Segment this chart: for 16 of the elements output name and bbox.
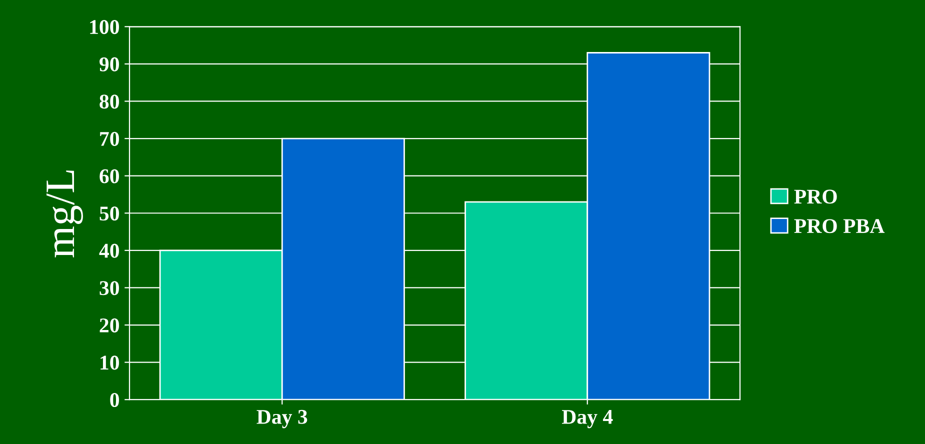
y-tick-label: 10: [100, 356, 119, 370]
legend-label: PRO PBA: [794, 219, 885, 234]
y-tick-label: 70: [100, 132, 119, 146]
legend-label: PRO: [794, 190, 837, 204]
y-tick-label: 50: [100, 206, 119, 221]
y-axis-title: mg/L: [46, 170, 83, 258]
y-tick-label: 30: [100, 281, 119, 296]
y-tick-label: 40: [99, 244, 119, 258]
y-tick-label: 90: [100, 57, 119, 72]
y-tick-label: 20: [100, 318, 119, 332]
y-tick-label: 60: [100, 169, 119, 184]
y-tick-label: 0: [110, 392, 119, 408]
x-tick-label: Day 3: [256, 410, 308, 428]
x-tick-label: Day 4: [562, 410, 613, 428]
y-tick-label: 80: [100, 94, 119, 109]
y-tick-label: 100: [90, 20, 119, 34]
